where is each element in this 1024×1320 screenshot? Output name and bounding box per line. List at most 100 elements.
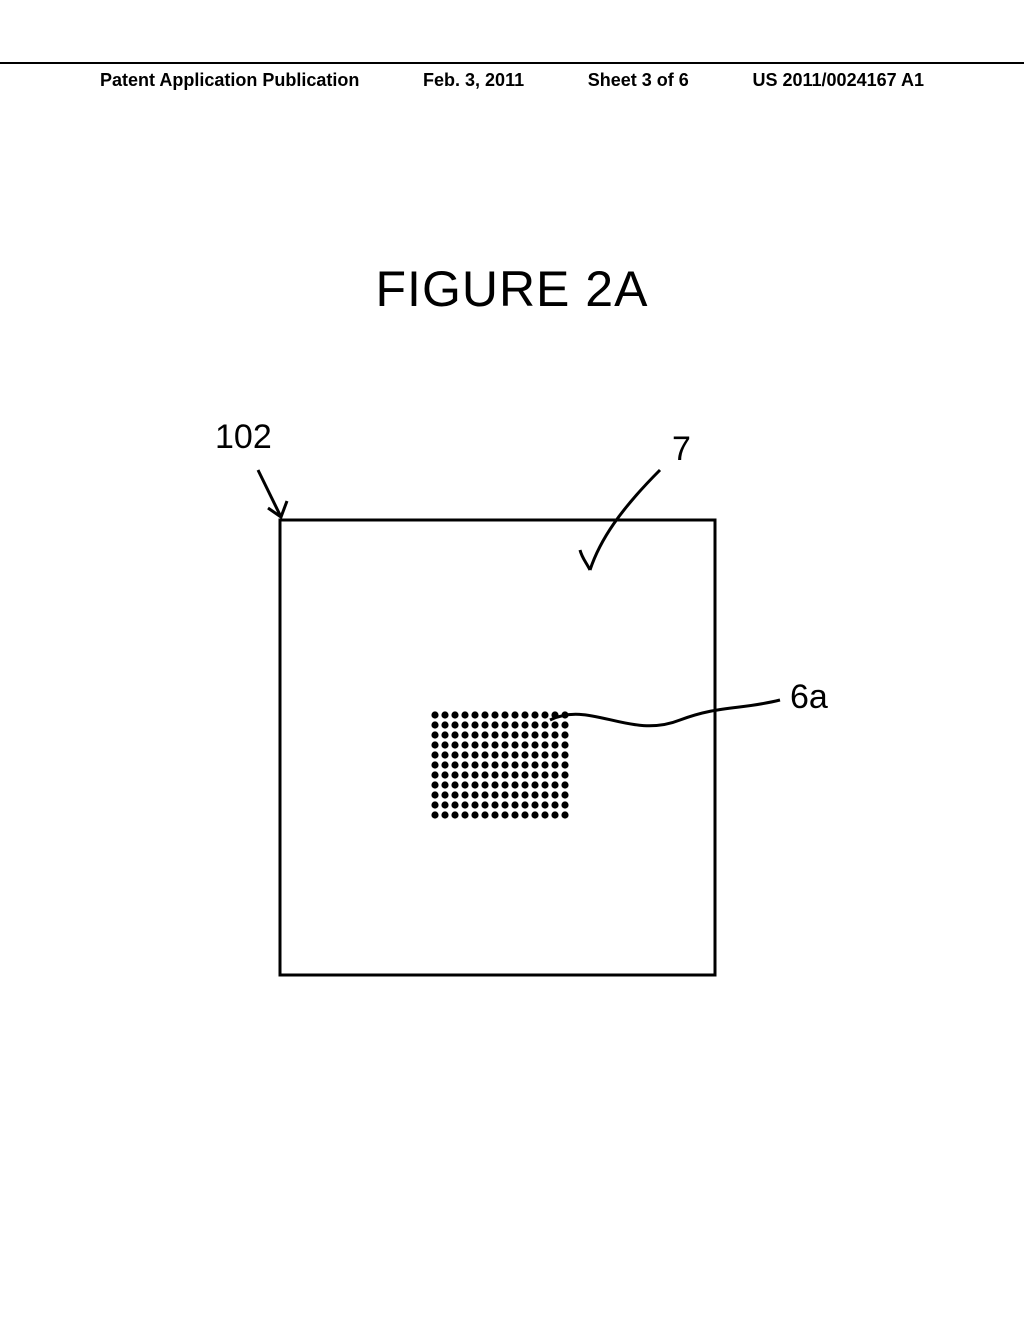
grid-dot xyxy=(551,711,558,718)
header-pubnum: US 2011/0024167 A1 xyxy=(752,70,923,91)
grid-dot xyxy=(551,781,558,788)
grid-dot xyxy=(521,761,528,768)
grid-dot xyxy=(501,741,508,748)
grid-dot xyxy=(541,811,548,818)
grid-dot xyxy=(541,741,548,748)
grid-dot xyxy=(461,801,468,808)
grid-dot xyxy=(461,811,468,818)
grid-dot xyxy=(501,761,508,768)
grid-dot xyxy=(441,731,448,738)
grid-dot xyxy=(451,721,458,728)
grid-dot xyxy=(511,741,518,748)
page: Patent Application Publication Feb. 3, 2… xyxy=(0,0,1024,1320)
grid-dot xyxy=(491,751,498,758)
grid-dot xyxy=(451,791,458,798)
grid-dot xyxy=(541,711,548,718)
grid-dot xyxy=(461,781,468,788)
grid-dot xyxy=(521,751,528,758)
grid-dot xyxy=(471,731,478,738)
header-date: Feb. 3, 2011 xyxy=(423,70,524,91)
grid-dot xyxy=(531,791,538,798)
grid-dot xyxy=(561,781,568,788)
grid-dot xyxy=(441,761,448,768)
grid-dot xyxy=(511,721,518,728)
grid-dot xyxy=(561,721,568,728)
grid-dot xyxy=(561,801,568,808)
grid-dot xyxy=(531,721,538,728)
label-7: 7 xyxy=(672,430,691,469)
grid-dot xyxy=(451,771,458,778)
grid-dot xyxy=(501,721,508,728)
arrow-102 xyxy=(258,470,287,517)
grid-dot xyxy=(481,811,488,818)
grid-dot xyxy=(441,781,448,788)
grid-dot xyxy=(461,731,468,738)
grid-dot xyxy=(491,761,498,768)
grid-dot xyxy=(521,781,528,788)
grid-dot xyxy=(551,771,558,778)
grid-dot xyxy=(531,761,538,768)
grid-dot xyxy=(471,771,478,778)
grid-dot xyxy=(511,791,518,798)
leader-6a xyxy=(550,700,780,726)
grid-dot xyxy=(431,711,438,718)
grid-dot xyxy=(471,711,478,718)
grid-dot xyxy=(541,801,548,808)
grid-dot xyxy=(491,731,498,738)
grid-dot xyxy=(471,751,478,758)
label-102: 102 xyxy=(215,418,272,457)
grid-dot xyxy=(551,741,558,748)
grid-dot xyxy=(491,801,498,808)
grid-dot xyxy=(451,711,458,718)
grid-dot xyxy=(481,711,488,718)
grid-dot xyxy=(461,791,468,798)
grid-dot xyxy=(541,771,548,778)
grid-dot xyxy=(501,801,508,808)
diagram: 102 7 6a xyxy=(180,400,880,1050)
grid-dot xyxy=(511,811,518,818)
grid-dot xyxy=(561,791,568,798)
grid-dot xyxy=(511,771,518,778)
grid-dot xyxy=(531,731,538,738)
grid-dot xyxy=(561,741,568,748)
grid-dot xyxy=(501,731,508,738)
grid-dot xyxy=(491,721,498,728)
grid-dot xyxy=(551,811,558,818)
grid-dot xyxy=(441,811,448,818)
grid-dot xyxy=(491,741,498,748)
grid-dot xyxy=(561,751,568,758)
grid-dot xyxy=(441,741,448,748)
grid-dot xyxy=(431,811,438,818)
grid-dot xyxy=(491,711,498,718)
header-rule xyxy=(0,62,1024,64)
grid-dot xyxy=(511,781,518,788)
dot-grid xyxy=(431,711,568,818)
grid-dot xyxy=(441,771,448,778)
grid-dot xyxy=(521,731,528,738)
grid-dot xyxy=(541,791,548,798)
grid-dot xyxy=(431,731,438,738)
header-sheet: Sheet 3 of 6 xyxy=(588,70,689,91)
figure-title: FIGURE 2A xyxy=(0,260,1024,318)
grid-dot xyxy=(551,761,558,768)
grid-dot xyxy=(561,711,568,718)
grid-dot xyxy=(561,771,568,778)
grid-dot xyxy=(451,731,458,738)
grid-dot xyxy=(511,731,518,738)
grid-dot xyxy=(541,761,548,768)
grid-dot xyxy=(531,771,538,778)
grid-dot xyxy=(541,751,548,758)
grid-dot xyxy=(471,801,478,808)
grid-dot xyxy=(461,711,468,718)
grid-dot xyxy=(501,771,508,778)
grid-dot xyxy=(521,791,528,798)
grid-dot xyxy=(521,811,528,818)
grid-dot xyxy=(471,721,478,728)
grid-dot xyxy=(481,731,488,738)
grid-dot xyxy=(501,811,508,818)
grid-dot xyxy=(451,811,458,818)
grid-dot xyxy=(491,791,498,798)
grid-dot xyxy=(481,721,488,728)
grid-dot xyxy=(551,731,558,738)
grid-dot xyxy=(541,721,548,728)
